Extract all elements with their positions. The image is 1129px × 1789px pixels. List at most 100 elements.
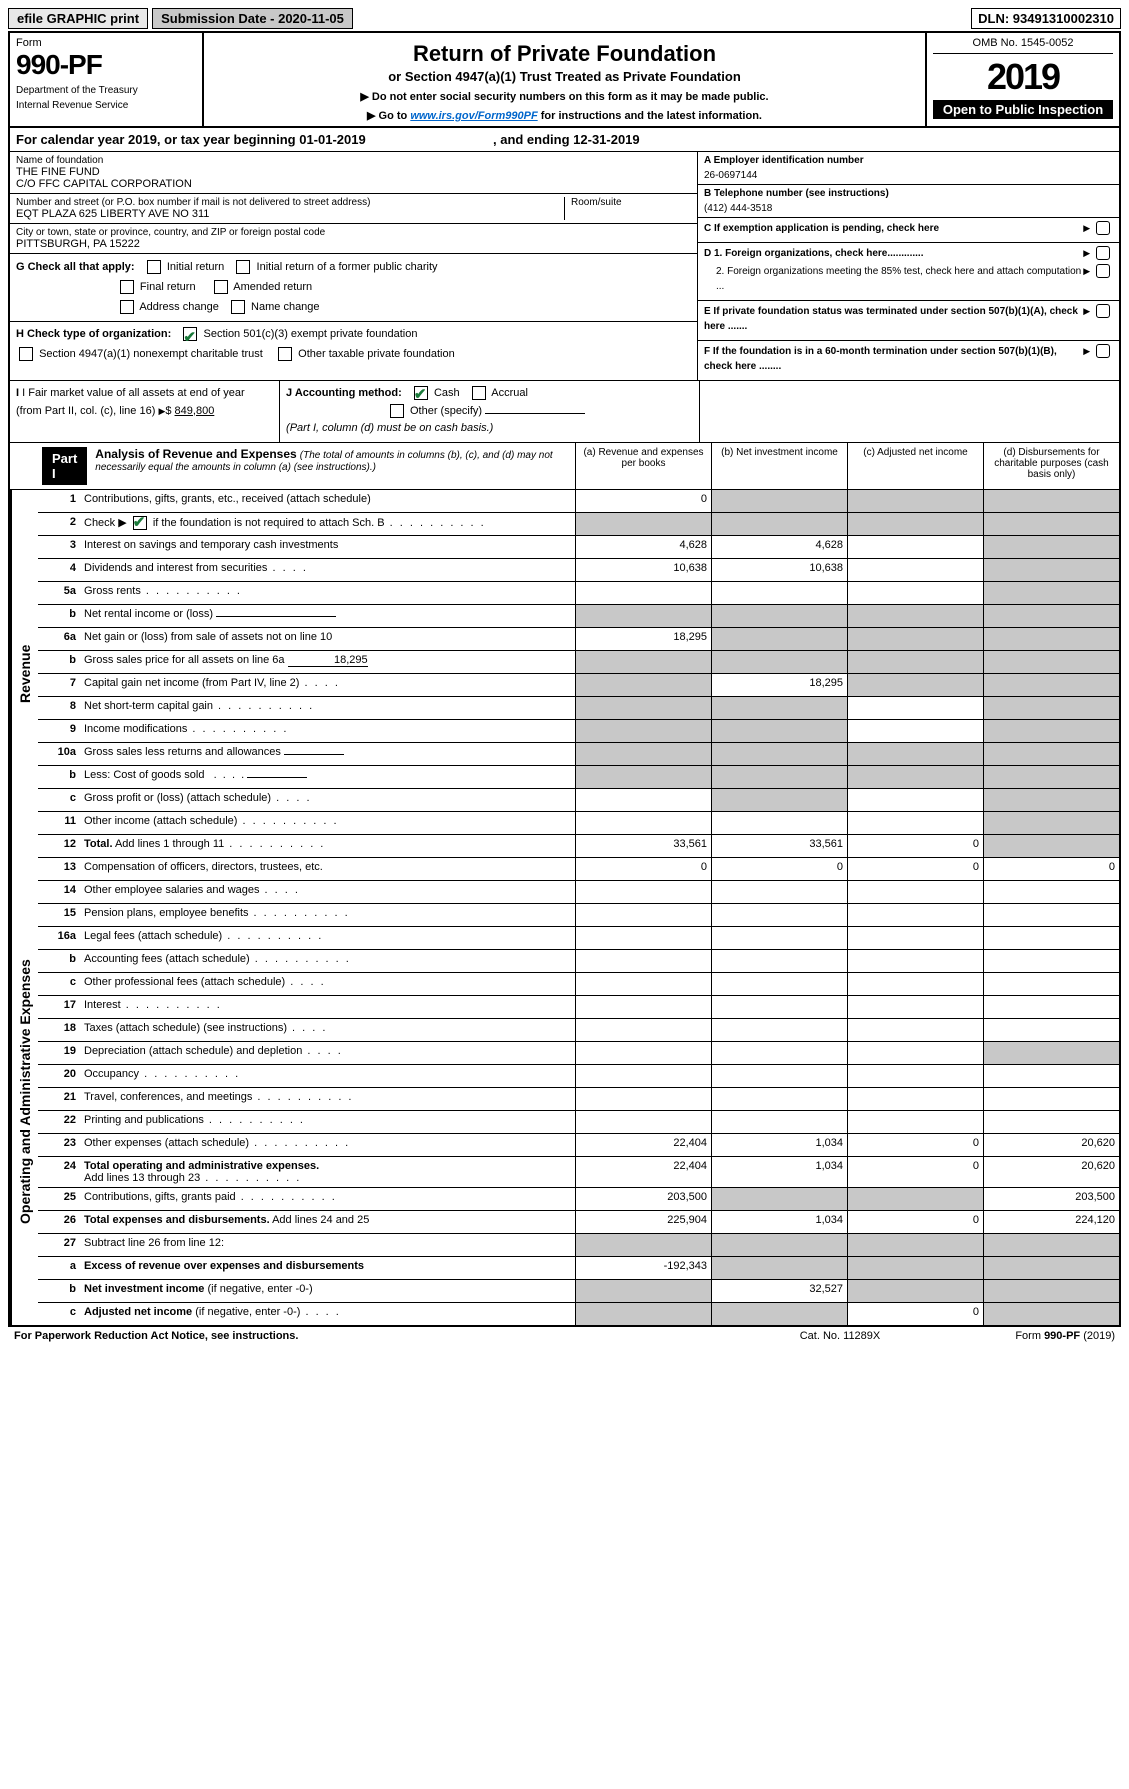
cb-sch-b[interactable] xyxy=(133,516,147,530)
line-desc: Legal fees (attach schedule) xyxy=(80,927,575,949)
cell-a: 22,404 xyxy=(575,1157,711,1187)
cell-d: 20,620 xyxy=(983,1157,1119,1187)
line-num: 15 xyxy=(38,904,80,926)
cb-final-return[interactable] xyxy=(120,280,134,294)
cb-501c3[interactable] xyxy=(183,327,197,341)
omb-number: OMB No. 1545-0052 xyxy=(933,37,1113,54)
line-desc: Adjusted net income (if negative, enter … xyxy=(80,1303,575,1325)
cb-initial-former[interactable] xyxy=(236,260,250,274)
cal-end: , and ending 12-31-2019 xyxy=(493,132,640,147)
cb-cash[interactable] xyxy=(414,386,428,400)
line-desc: Other professional fees (attach schedule… xyxy=(80,973,575,995)
revenue-section: Revenue 1Contributions, gifts, grants, e… xyxy=(10,490,1119,858)
cb-other-method[interactable] xyxy=(390,404,404,418)
cat-number: Cat. No. 11289X xyxy=(765,1330,915,1342)
line-num: 25 xyxy=(38,1188,80,1210)
line-desc: Net short-term capital gain xyxy=(80,697,575,719)
line-desc: Other income (attach schedule) xyxy=(80,812,575,834)
line-desc: Compensation of officers, directors, tru… xyxy=(80,858,575,880)
part1-label: Part I xyxy=(42,447,87,485)
cb-accrual[interactable] xyxy=(472,386,486,400)
line-num: 8 xyxy=(38,697,80,719)
line-desc: Gross sales less returns and allowances xyxy=(80,743,575,765)
line-num: 27 xyxy=(38,1234,80,1256)
cell-a: 18,295 xyxy=(575,628,711,650)
cell-c: 0 xyxy=(847,1303,983,1325)
form-title: Return of Private Foundation xyxy=(214,41,915,67)
line-desc: Gross sales price for all assets on line… xyxy=(80,651,575,673)
line-desc: Other expenses (attach schedule) xyxy=(80,1134,575,1156)
phone-label: B Telephone number (see instructions) xyxy=(704,188,1113,199)
opt-amended: Amended return xyxy=(233,281,312,293)
line-num: c xyxy=(38,1303,80,1325)
part1-title: Analysis of Revenue and Expenses xyxy=(95,447,296,461)
line-desc: Subtract line 26 from line 12: xyxy=(80,1234,575,1256)
cb-foreign-org[interactable] xyxy=(1096,246,1110,260)
cb-other-taxable[interactable] xyxy=(278,347,292,361)
line-desc: Capital gain net income (from Part IV, l… xyxy=(80,674,575,696)
line-num: 14 xyxy=(38,881,80,903)
line-desc: Excess of revenue over expenses and disb… xyxy=(80,1257,575,1279)
line-num: b xyxy=(38,1280,80,1302)
cb-terminated[interactable] xyxy=(1096,304,1110,318)
cell-b: 32,527 xyxy=(711,1280,847,1302)
line-desc: Net rental income or (loss) xyxy=(80,605,575,627)
cell-d: 20,620 xyxy=(983,1134,1119,1156)
cb-85pct[interactable] xyxy=(1096,264,1110,278)
name-label: Name of foundation xyxy=(16,155,691,166)
c-label: C If exemption application is pending, c… xyxy=(704,221,1083,236)
cell-c: 0 xyxy=(847,835,983,857)
opt-final: Final return xyxy=(140,281,196,293)
line-num: 9 xyxy=(38,720,80,742)
line-desc: Occupancy xyxy=(80,1065,575,1087)
line-desc: Pension plans, employee benefits xyxy=(80,904,575,926)
arrow-icon xyxy=(1083,304,1090,319)
f-label: F If the foundation is in a 60-month ter… xyxy=(704,344,1083,374)
h-label: H Check type of organization: xyxy=(16,328,171,340)
i-label: I xyxy=(16,387,19,399)
efile-button[interactable]: efile GRAPHIC print xyxy=(8,8,148,29)
irs-link[interactable]: www.irs.gov/Form990PF xyxy=(410,110,537,122)
cb-amended[interactable] xyxy=(214,280,228,294)
line-num: b xyxy=(38,605,80,627)
line-num: 26 xyxy=(38,1211,80,1233)
line-num: 5a xyxy=(38,582,80,604)
form-label: Form xyxy=(16,37,196,49)
cell-a: 0 xyxy=(575,490,711,512)
cb-name-change[interactable] xyxy=(231,300,245,314)
cell-b: 18,295 xyxy=(711,674,847,696)
public-inspection: Open to Public Inspection xyxy=(933,100,1113,119)
line-num: c xyxy=(38,789,80,811)
col-a-header: (a) Revenue and expenses per books xyxy=(575,443,711,489)
form-number: 990-PF xyxy=(16,49,196,81)
j-label: J Accounting method: xyxy=(286,387,402,399)
cb-address-change[interactable] xyxy=(120,300,134,314)
cb-exemption-pending[interactable] xyxy=(1096,221,1110,235)
form-header: Form 990-PF Department of the Treasury I… xyxy=(10,33,1119,128)
line-num: 16a xyxy=(38,927,80,949)
line-num: 19 xyxy=(38,1042,80,1064)
cell-a: 4,628 xyxy=(575,536,711,558)
opt-name: Name change xyxy=(251,301,320,313)
dept-text: Department of the Treasury xyxy=(16,85,196,96)
line-num: 12 xyxy=(38,835,80,857)
opt-address: Address change xyxy=(139,301,219,313)
submission-button[interactable]: Submission Date - 2020-11-05 xyxy=(152,8,353,29)
cb-initial-return[interactable] xyxy=(147,260,161,274)
line-num: 24 xyxy=(38,1157,80,1187)
part1-header-row: Part I Analysis of Revenue and Expenses … xyxy=(10,443,1119,490)
line-num: 3 xyxy=(38,536,80,558)
note-prefix: ▶ Go to xyxy=(367,110,410,122)
g-label: G Check all that apply: xyxy=(16,261,135,273)
line-num: 4 xyxy=(38,559,80,581)
cb-60month[interactable] xyxy=(1096,344,1110,358)
cell-c: 0 xyxy=(847,1134,983,1156)
cb-4947[interactable] xyxy=(19,347,33,361)
irs-text: Internal Revenue Service xyxy=(16,100,196,111)
cell-a: 33,561 xyxy=(575,835,711,857)
cell-b: 1,034 xyxy=(711,1211,847,1233)
line-desc: Total. Total. Add lines 1 through 11Add … xyxy=(80,835,575,857)
cell-d: 0 xyxy=(983,858,1119,880)
note-ssn: ▶ Do not enter social security numbers o… xyxy=(214,90,915,103)
cell-b: 10,638 xyxy=(711,559,847,581)
